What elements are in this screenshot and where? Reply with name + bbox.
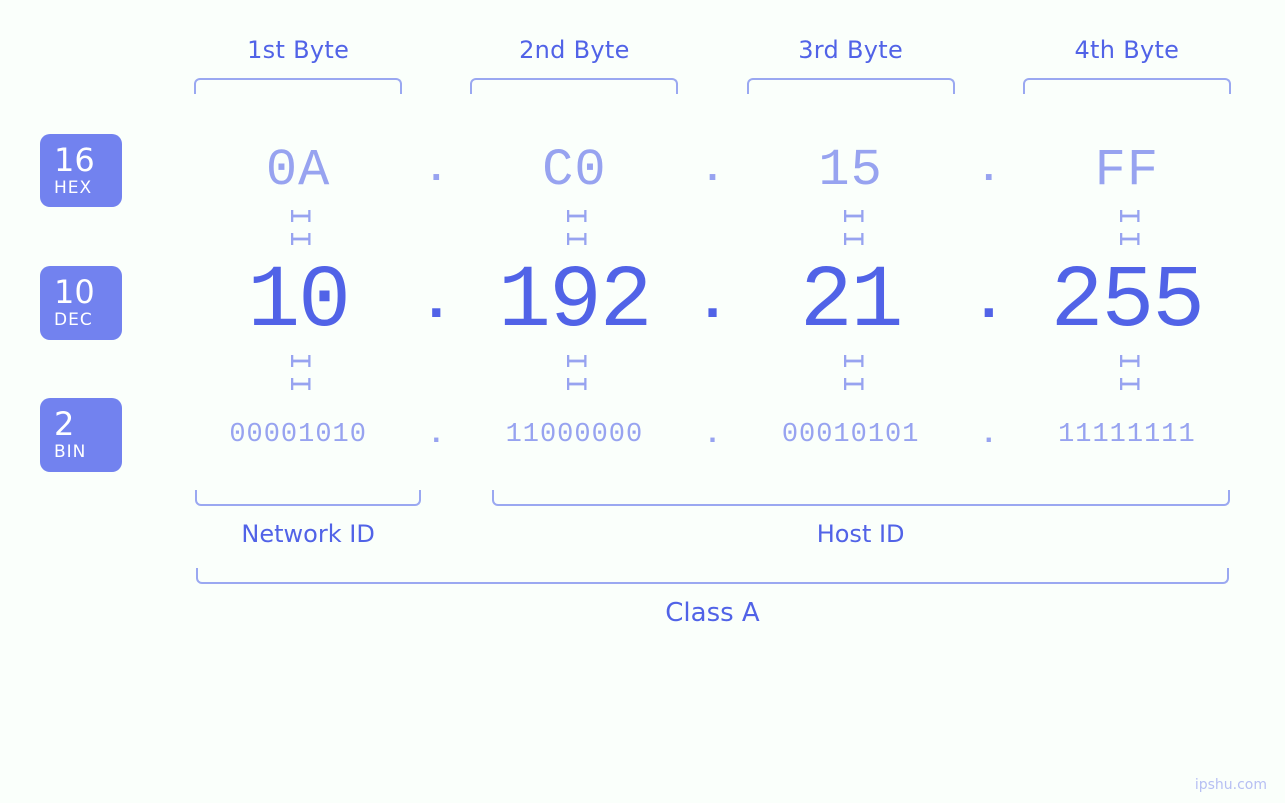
base-badge-hex: 16 HEX <box>40 134 122 207</box>
base-badge-dec-num: 10 <box>54 276 108 310</box>
base-badge-dec-name: DEC <box>54 312 108 330</box>
class-bracket-row: Class A <box>40 568 1245 628</box>
byte-header-4: 4th Byte <box>1009 36 1245 78</box>
hex-byte-2: C0 <box>456 141 692 200</box>
base-badge-bin: 2 BIN <box>40 398 122 471</box>
dec-byte-1: 10 <box>180 253 416 352</box>
base-badge-hex-num: 16 <box>54 144 108 178</box>
dec-byte-3: 21 <box>733 253 969 352</box>
hex-dot-2: . <box>693 148 733 193</box>
hex-byte-4: FF <box>1009 141 1245 200</box>
bin-dot-1: . <box>416 418 456 452</box>
top-bracket-4 <box>1023 78 1231 94</box>
bottom-bracket-host <box>492 490 1230 506</box>
top-bracket-1 <box>194 78 402 94</box>
equals-icon: II <box>834 207 868 253</box>
diagram-container: 1st Byte 2nd Byte 3rd Byte 4th Byte 16 H… <box>0 36 1285 803</box>
equals-icon: II <box>281 352 315 398</box>
bin-byte-4: 11111111 <box>1009 420 1245 450</box>
byte-header-3: 3rd Byte <box>733 36 969 78</box>
bin-byte-1: 00001010 <box>180 420 416 450</box>
byte-header-1: 1st Byte <box>180 36 416 78</box>
byte-header-row: 1st Byte 2nd Byte 3rd Byte 4th Byte <box>40 36 1245 94</box>
class-label: Class A <box>180 584 1245 628</box>
top-bracket-2 <box>470 78 678 94</box>
base-badge-dec: 10 DEC <box>40 266 122 339</box>
top-bracket-3 <box>747 78 955 94</box>
equals-icon: II <box>557 352 591 398</box>
bottom-bracket-class <box>196 568 1229 584</box>
nethost-bracket-row: Network ID Host ID <box>40 490 1245 548</box>
host-id-label: Host ID <box>476 506 1245 548</box>
bin-byte-3: 00010101 <box>733 420 969 450</box>
dec-dot-2: . <box>693 270 733 335</box>
equals-row-2: II II II II <box>40 358 1245 392</box>
watermark: ipshu.com <box>1195 777 1267 793</box>
dec-byte-4: 255 <box>1009 253 1245 352</box>
equals-icon: II <box>281 207 315 253</box>
bin-dot-3: . <box>969 418 1009 452</box>
equals-icon: II <box>834 352 868 398</box>
base-badge-bin-name: BIN <box>54 444 108 462</box>
bin-byte-2: 11000000 <box>456 420 692 450</box>
bottom-bracket-network <box>195 490 421 506</box>
base-badge-hex-name: HEX <box>54 180 108 198</box>
hex-dot-3: . <box>969 148 1009 193</box>
dec-row: 10 DEC 10 . 192 . 21 . 255 <box>40 253 1245 352</box>
equals-icon: II <box>557 207 591 253</box>
byte-header-2: 2nd Byte <box>456 36 692 78</box>
dec-byte-2: 192 <box>456 253 692 352</box>
bin-row: 2 BIN 00001010 . 11000000 . 00010101 . 1… <box>40 398 1245 471</box>
hex-byte-1: 0A <box>180 141 416 200</box>
dec-dot-1: . <box>416 270 456 335</box>
hex-dot-1: . <box>416 148 456 193</box>
base-badge-bin-num: 2 <box>54 408 108 442</box>
network-id-label: Network ID <box>180 506 436 548</box>
hex-byte-3: 15 <box>733 141 969 200</box>
equals-icon: II <box>1110 207 1144 253</box>
equals-icon: II <box>1110 352 1144 398</box>
equals-row-1: II II II II <box>40 213 1245 247</box>
dec-dot-3: . <box>969 270 1009 335</box>
bin-dot-2: . <box>693 418 733 452</box>
hex-row: 16 HEX 0A . C0 . 15 . FF <box>40 134 1245 207</box>
